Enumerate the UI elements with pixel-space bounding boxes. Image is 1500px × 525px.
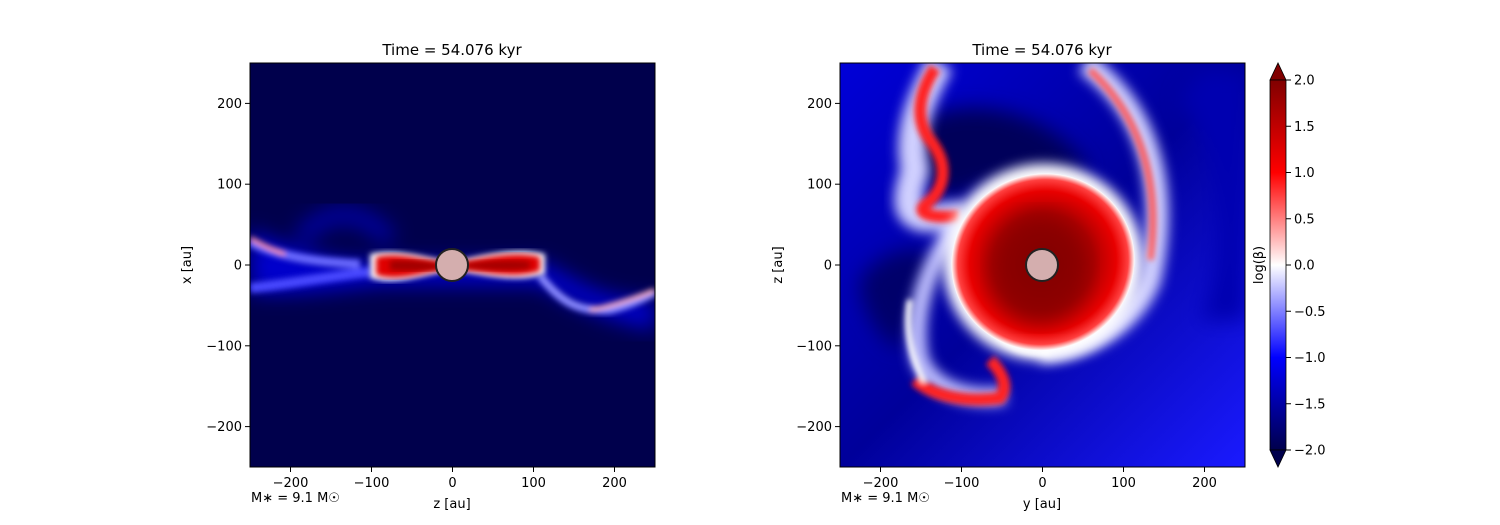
panel-2-ylabel: z [au] (771, 246, 786, 283)
panel-1-y-ticks: −200 −100 0 100 200 (206, 97, 250, 435)
colorbar-label: log(β) (1252, 246, 1267, 284)
colorbar-tick-label: 1.5 (1294, 120, 1315, 135)
colorbar-ticks: 2.0 1.5 1.0 0.5 0.0 −0.5 −1.0 −1.5 −2.0 (1286, 74, 1326, 459)
panel-2-heatmap (840, 63, 1245, 467)
panel-2-xlabel: y [au] (1023, 497, 1061, 512)
colorbar-tick-label: 0.0 (1294, 259, 1315, 274)
x-tick-label: 0 (448, 476, 456, 491)
y-tick-label: 100 (217, 178, 242, 193)
y-tick-label: −200 (796, 420, 832, 435)
y-tick-label: 200 (807, 97, 832, 112)
panel-2-spiral-arms (905, 64, 1157, 406)
colorbar-extend-bottom (1269, 449, 1287, 468)
y-tick-label: 0 (824, 259, 832, 274)
panel-1-star-marker (435, 248, 469, 282)
y-tick-label: −100 (206, 339, 242, 354)
colorbar-gradient (1269, 79, 1287, 451)
panel-1-x-ticks: −200 −100 0 100 200 (273, 467, 627, 491)
colorbar-tick-label: −0.5 (1294, 305, 1326, 320)
colorbar-tick-label: −2.0 (1294, 444, 1326, 459)
colorbar-extend-top (1269, 62, 1287, 81)
colorbar-tick-label: 1.0 (1294, 166, 1315, 181)
colorbar: 2.0 1.5 1.0 0.5 0.0 −0.5 −1.0 −1.5 −2.0 log(β) (1252, 62, 1326, 468)
panel-2-title: Time = 54.076 kyr (971, 41, 1112, 59)
panel-1-outflow-filaments (250, 236, 655, 315)
y-tick-label: −100 (796, 339, 832, 354)
panel-1-title: Time = 54.076 kyr (381, 41, 522, 59)
panel-2: Time = 54.076 kyr (771, 41, 1246, 512)
x-tick-label: −200 (273, 476, 309, 491)
x-tick-label: 100 (521, 476, 546, 491)
panel-2-mass-annotation: M∗ = 9.1 M☉ (841, 491, 930, 506)
panel-1-mass-annotation: M∗ = 9.1 M☉ (251, 491, 340, 506)
panel-1-xlabel: z [au] (433, 497, 470, 512)
colorbar-tick-label: −1.5 (1294, 397, 1326, 412)
y-tick-label: −200 (206, 420, 242, 435)
colorbar-tick-label: 2.0 (1294, 74, 1315, 89)
colorbar-tick-label: 0.5 (1294, 212, 1315, 227)
panel-1-ylabel: x [au] (180, 246, 195, 284)
x-tick-label: 200 (602, 476, 627, 491)
x-tick-label: −100 (944, 476, 980, 491)
y-tick-label: 100 (807, 178, 832, 193)
y-tick-label: 200 (217, 97, 242, 112)
x-tick-label: 100 (1111, 476, 1136, 491)
x-tick-label: 200 (1192, 476, 1217, 491)
x-tick-label: −200 (863, 476, 899, 491)
panel-2-y-ticks: −200 −100 0 100 200 (796, 97, 840, 435)
colorbar-tick-label: −1.0 (1294, 351, 1326, 366)
panel-1-heatmap (250, 63, 655, 467)
x-tick-label: −100 (354, 476, 390, 491)
panel-2-star-marker (1025, 248, 1059, 282)
panel-2-x-ticks: −200 −100 0 100 200 (863, 467, 1217, 491)
y-tick-label: 0 (234, 259, 242, 274)
panel-1: Time = 54.076 kyr − (180, 41, 656, 512)
x-tick-label: 0 (1038, 476, 1046, 491)
